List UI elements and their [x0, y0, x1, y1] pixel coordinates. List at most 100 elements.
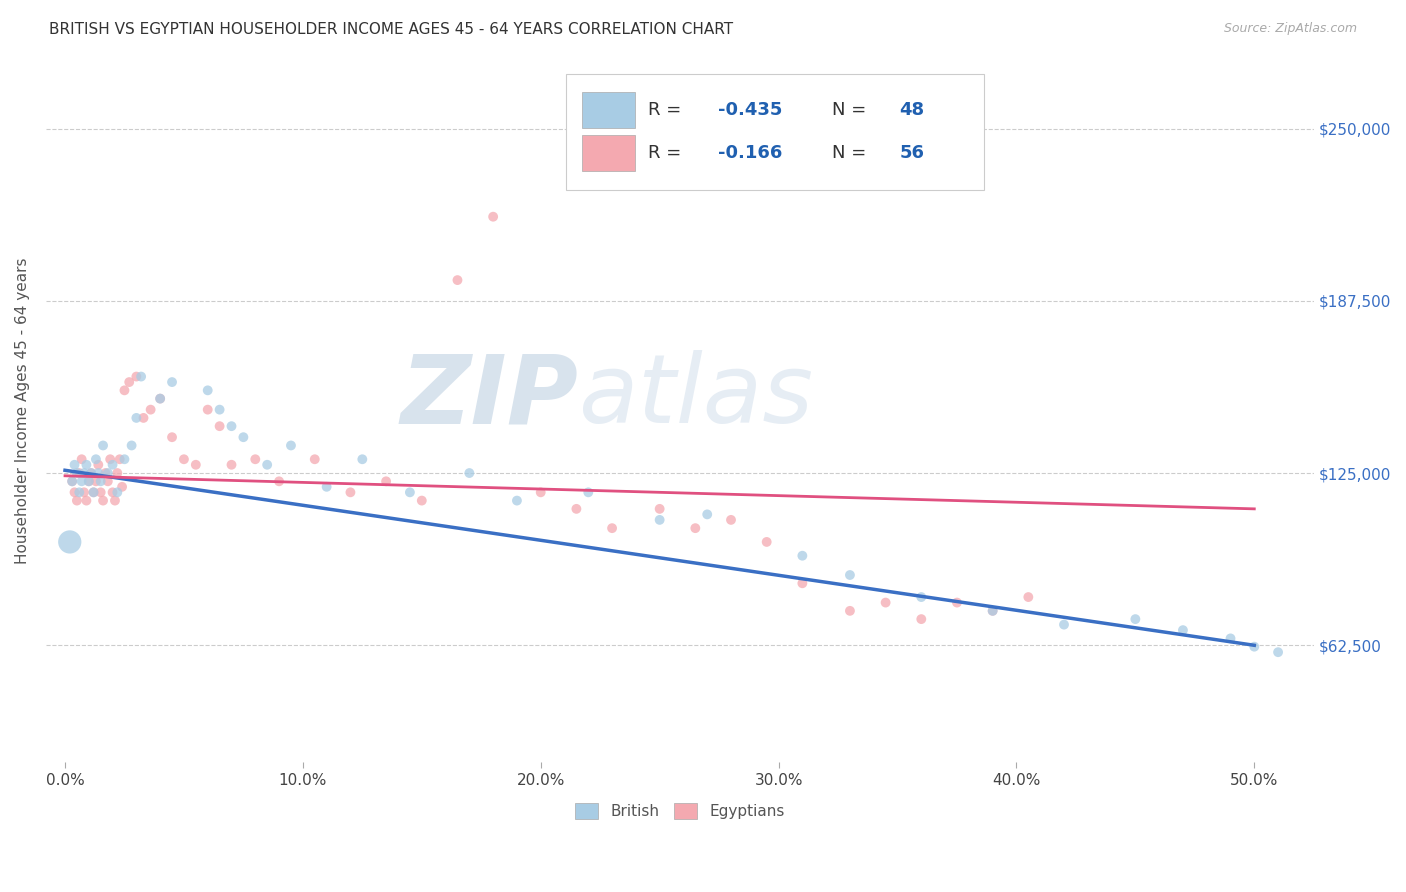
Text: R =: R =: [648, 145, 688, 162]
FancyBboxPatch shape: [565, 74, 984, 190]
Point: [111, 480, 134, 494]
Text: -0.435: -0.435: [718, 101, 782, 120]
Point: [104, 493, 127, 508]
Point: [160, 375, 183, 389]
Point: [101, 485, 124, 500]
Point: [60, 475, 83, 489]
Text: N =: N =: [832, 145, 872, 162]
Point: [696, 508, 718, 522]
Point: [576, 485, 599, 500]
Point: [221, 458, 243, 472]
Text: 56: 56: [900, 145, 924, 162]
Point: [80, 466, 103, 480]
Point: [839, 604, 862, 618]
Point: [1017, 590, 1039, 604]
Point: [84, 452, 107, 467]
Point: [105, 466, 128, 480]
Point: [565, 501, 588, 516]
Text: R =: R =: [648, 101, 688, 120]
Text: ZIP: ZIP: [401, 351, 578, 443]
Point: [87, 466, 110, 480]
Point: [221, 419, 243, 434]
Point: [63, 485, 86, 500]
Point: [97, 466, 120, 480]
FancyBboxPatch shape: [582, 135, 636, 171]
Point: [98, 452, 121, 467]
Point: [66, 466, 89, 480]
Point: [70, 452, 93, 467]
Point: [59, 535, 82, 549]
Point: [129, 369, 152, 384]
Point: [875, 596, 897, 610]
Point: [600, 521, 623, 535]
Point: [149, 392, 172, 406]
Point: [66, 493, 89, 508]
Point: [304, 452, 326, 467]
Point: [149, 392, 172, 406]
Point: [399, 485, 422, 500]
Point: [91, 438, 114, 452]
Point: [197, 384, 219, 398]
Point: [256, 458, 278, 472]
Point: [506, 493, 529, 508]
Point: [208, 419, 231, 434]
Point: [101, 458, 124, 472]
Point: [132, 411, 155, 425]
Point: [77, 475, 100, 489]
Point: [1243, 640, 1265, 654]
Point: [1171, 623, 1194, 637]
Point: [648, 513, 671, 527]
Point: [910, 612, 932, 626]
Point: [84, 475, 107, 489]
Point: [73, 485, 96, 500]
Point: [981, 604, 1004, 618]
Point: [97, 475, 120, 489]
Point: [755, 535, 778, 549]
Point: [83, 485, 105, 500]
FancyBboxPatch shape: [582, 92, 636, 128]
Point: [197, 402, 219, 417]
Point: [208, 402, 231, 417]
Point: [530, 485, 553, 500]
Point: [910, 590, 932, 604]
Point: [80, 466, 103, 480]
Text: 48: 48: [900, 101, 924, 120]
Point: [83, 485, 105, 500]
Point: [173, 452, 195, 467]
Point: [1219, 632, 1241, 646]
Text: N =: N =: [832, 101, 872, 120]
Point: [73, 466, 96, 480]
Point: [482, 210, 505, 224]
Point: [160, 430, 183, 444]
Point: [839, 568, 862, 582]
Point: [981, 604, 1004, 618]
Point: [1125, 612, 1147, 626]
Point: [87, 458, 110, 472]
Point: [685, 521, 707, 535]
Point: [114, 384, 136, 398]
Y-axis label: Householder Income Ages 45 - 64 years: Householder Income Ages 45 - 64 years: [15, 258, 30, 565]
Point: [90, 475, 112, 489]
Point: [315, 480, 337, 494]
Point: [60, 475, 83, 489]
Point: [339, 485, 361, 500]
Point: [91, 493, 114, 508]
Point: [75, 458, 97, 472]
Point: [63, 458, 86, 472]
Point: [94, 466, 117, 480]
Point: [77, 475, 100, 489]
Point: [67, 485, 90, 500]
Point: [411, 493, 433, 508]
Point: [352, 452, 374, 467]
Point: [232, 430, 254, 444]
Point: [184, 458, 207, 472]
Point: [458, 466, 481, 480]
Point: [75, 493, 97, 508]
Text: atlas: atlas: [578, 351, 814, 443]
Point: [375, 475, 398, 489]
Point: [720, 513, 742, 527]
Point: [1053, 617, 1076, 632]
Point: [125, 411, 148, 425]
Point: [125, 369, 148, 384]
Point: [792, 576, 814, 591]
